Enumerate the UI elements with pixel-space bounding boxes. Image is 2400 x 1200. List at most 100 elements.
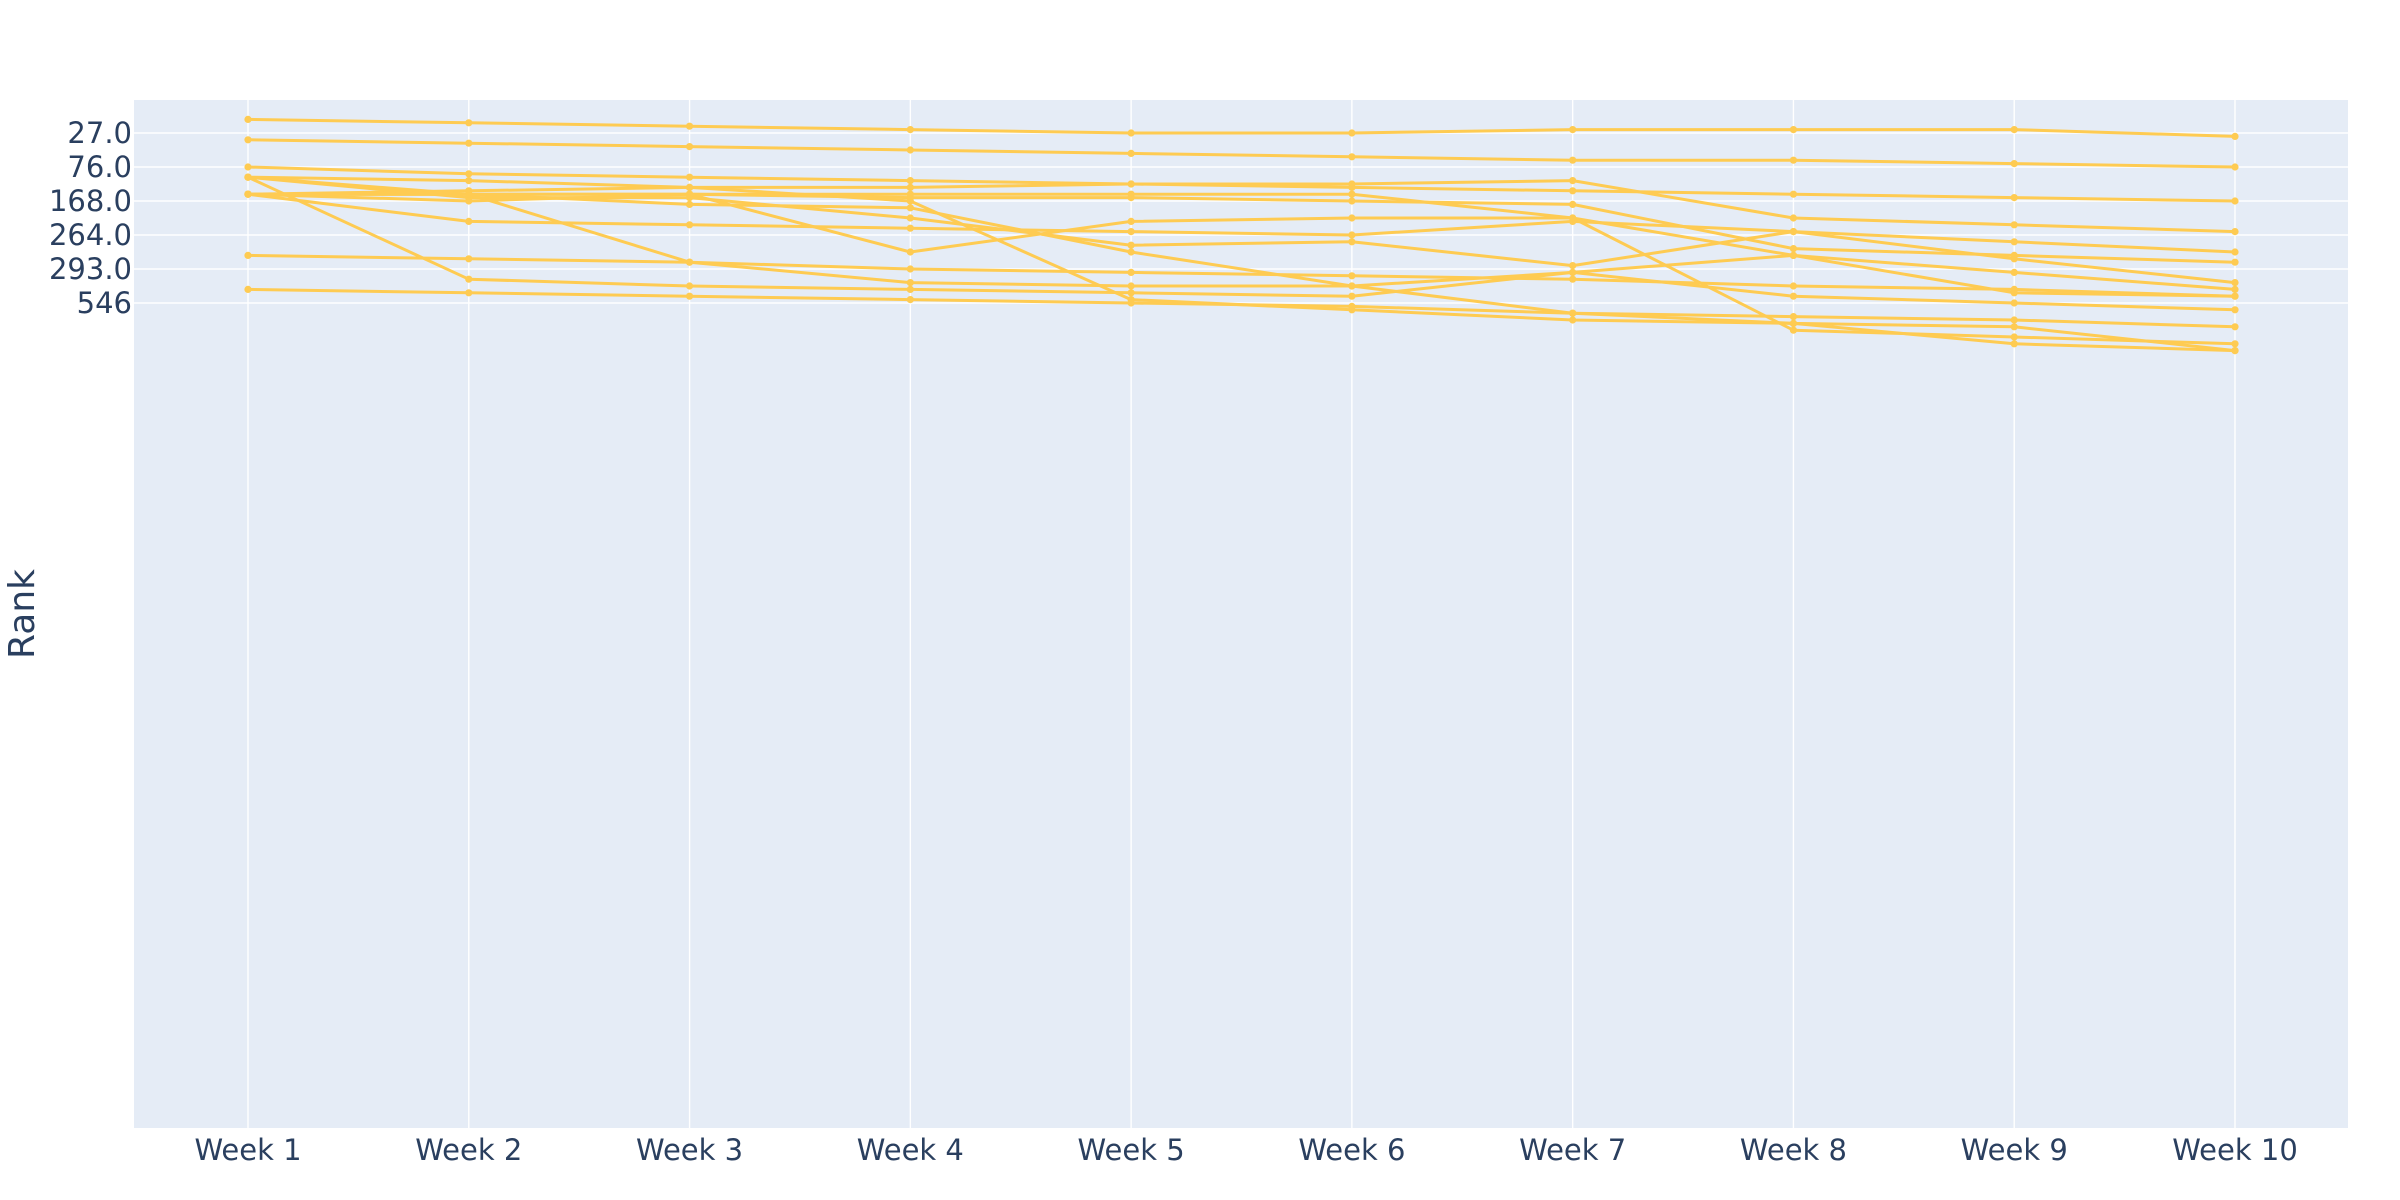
data-point: [1127, 228, 1135, 236]
data-point: [2231, 279, 2239, 287]
data-point: [244, 173, 252, 181]
y-tick-label: 264.0: [49, 218, 132, 252]
data-point: [2010, 238, 2018, 246]
y-axis-title: Rank: [2, 569, 43, 659]
x-tick-label: Week 10: [2172, 1133, 2298, 1167]
data-point: [244, 285, 252, 293]
data-point: [465, 255, 473, 263]
data-point: [1789, 214, 1798, 222]
data-point: [2010, 194, 2018, 202]
data-point: [2231, 285, 2239, 293]
data-point: [1348, 282, 1356, 290]
series-line: [247, 175, 2236, 353]
data-point: [244, 136, 252, 144]
data-point: [1569, 275, 1577, 283]
x-tick-label: Week 7: [1519, 1133, 1626, 1167]
x-tick-label: Week 2: [415, 1133, 522, 1167]
series-line: [247, 253, 2236, 298]
data-point: [465, 177, 473, 185]
series-line: [247, 138, 2236, 169]
data-point: [906, 224, 914, 232]
data-point: [1789, 313, 1798, 321]
data-point: [1569, 126, 1577, 134]
data-point: [2231, 323, 2239, 331]
data-point: [685, 190, 694, 198]
data-point: [906, 197, 914, 205]
data-point: [244, 115, 252, 123]
data-point: [1348, 197, 1356, 205]
data-point: [1127, 190, 1135, 198]
plot-background: [134, 100, 2348, 1128]
data-point: [2231, 292, 2239, 300]
data-point: [2010, 126, 2018, 134]
x-tick-label: Week 4: [857, 1133, 964, 1167]
y-tick-label: 76.0: [67, 150, 132, 184]
data-point: [1789, 251, 1798, 259]
data-point: [1127, 289, 1135, 297]
data-point: [2010, 333, 2018, 341]
data-point: [1348, 153, 1356, 161]
x-tick-label: Week 3: [636, 1133, 743, 1167]
data-point: [465, 190, 473, 198]
data-point: [1348, 272, 1356, 280]
data-point: [685, 221, 694, 229]
series-line: [248, 192, 2236, 312]
data-point: [1348, 190, 1356, 198]
data-point: [1127, 268, 1135, 276]
series-line: [247, 165, 2236, 203]
data-point: [685, 200, 694, 208]
data-point: [1348, 302, 1356, 310]
data-point: [1127, 282, 1135, 290]
data-point: [1569, 309, 1577, 317]
data-point: [685, 282, 694, 290]
data-point: [1789, 282, 1798, 290]
data-point: [2010, 323, 2018, 331]
x-tick-label: Week 8: [1740, 1133, 1847, 1167]
series-line: [247, 175, 2236, 298]
data-point: [2010, 160, 2018, 168]
data-point: [685, 173, 694, 181]
data-point: [906, 126, 914, 134]
data-point: [244, 190, 252, 198]
data-point: [465, 275, 473, 283]
data-point: [465, 170, 473, 178]
data-point: [465, 289, 473, 297]
data-point: [2231, 228, 2239, 236]
data-point: [906, 285, 914, 293]
data-point: [1348, 214, 1356, 222]
data-point: [1348, 129, 1356, 137]
series-line: [247, 179, 2236, 234]
data-point: [685, 258, 694, 266]
data-point: [1127, 149, 1135, 157]
data-point: [465, 119, 473, 127]
series-line: [247, 287, 2236, 329]
x-tick-label: Week 6: [1298, 1133, 1405, 1167]
data-point: [685, 143, 694, 151]
data-point: [685, 122, 694, 130]
y-tick-label: 27.0: [67, 116, 132, 150]
series-15: [244, 285, 2239, 331]
data-point: [1789, 228, 1798, 236]
data-point: [1569, 187, 1577, 195]
series-2: [244, 136, 2239, 171]
x-tick-label: Week 9: [1961, 1133, 2068, 1167]
data-point: [465, 217, 473, 225]
series-1: [244, 115, 2239, 140]
series-line: [247, 192, 2236, 254]
data-point: [1348, 180, 1356, 188]
data-point: [1789, 126, 1798, 134]
data-point: [2010, 316, 2018, 324]
data-point: [906, 146, 914, 154]
data-point: [2231, 132, 2239, 140]
data-point: [244, 163, 252, 171]
x-axis-ticks: Week 1 Week 2 Week 3 Week 4 Week 5 Week 6 Week…: [194, 1133, 2297, 1167]
data-point: [1789, 190, 1798, 198]
data-point: [1569, 268, 1577, 276]
data-point: [1348, 238, 1356, 246]
series-line: [247, 175, 2236, 285]
data-point: [2010, 268, 2018, 276]
data-point: [1127, 248, 1135, 256]
data-point: [1789, 326, 1798, 334]
data-point: [906, 279, 914, 287]
